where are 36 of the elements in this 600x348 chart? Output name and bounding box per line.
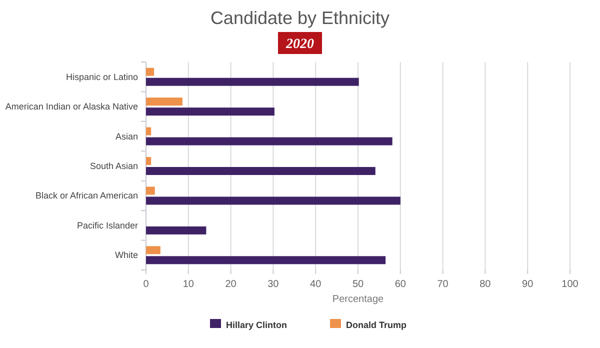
bar (146, 226, 206, 234)
y-tick-label: White (114, 250, 138, 260)
bar (146, 256, 386, 264)
legend-label: Donald Trump (346, 320, 407, 330)
chart-subtitle: 2020 (285, 37, 314, 52)
x-tick-label: 70 (437, 279, 449, 290)
x-tick-label: 80 (480, 279, 492, 290)
y-tick-label: Hispanic or Latino (66, 72, 138, 82)
x-tick-label: 40 (310, 279, 322, 290)
bar (146, 157, 152, 165)
chart-title: Candidate by Ethnicity (210, 8, 390, 28)
y-tick-label: American Indian or Alaska Native (5, 102, 138, 112)
x-tick-label: 30 (268, 279, 280, 290)
x-tick-label: 90 (522, 279, 534, 290)
bar (146, 127, 152, 136)
bar (146, 98, 182, 106)
x-tick-label: 10 (182, 279, 194, 290)
bar (146, 246, 160, 254)
x-axis-title: Percentage (332, 294, 384, 305)
bar (146, 186, 155, 195)
bar (146, 108, 274, 116)
bar (146, 78, 359, 86)
x-tick-label: 100 (562, 279, 579, 290)
bar (146, 167, 376, 175)
y-tick-label: Asian (115, 131, 138, 142)
x-tick-label: 20 (225, 279, 237, 290)
bar (146, 137, 392, 146)
y-tick-label: Pacific Islander (76, 220, 138, 230)
x-tick-label: 60 (394, 279, 406, 290)
x-tick-label: 50 (352, 279, 364, 290)
y-tick-label: South Asian (90, 161, 138, 171)
legend-label: Hillary Clinton (226, 320, 288, 330)
y-tick-label: Black or African American (35, 190, 138, 201)
bar (146, 68, 154, 76)
bar (146, 196, 400, 205)
x-tick-label: 0 (143, 279, 150, 290)
